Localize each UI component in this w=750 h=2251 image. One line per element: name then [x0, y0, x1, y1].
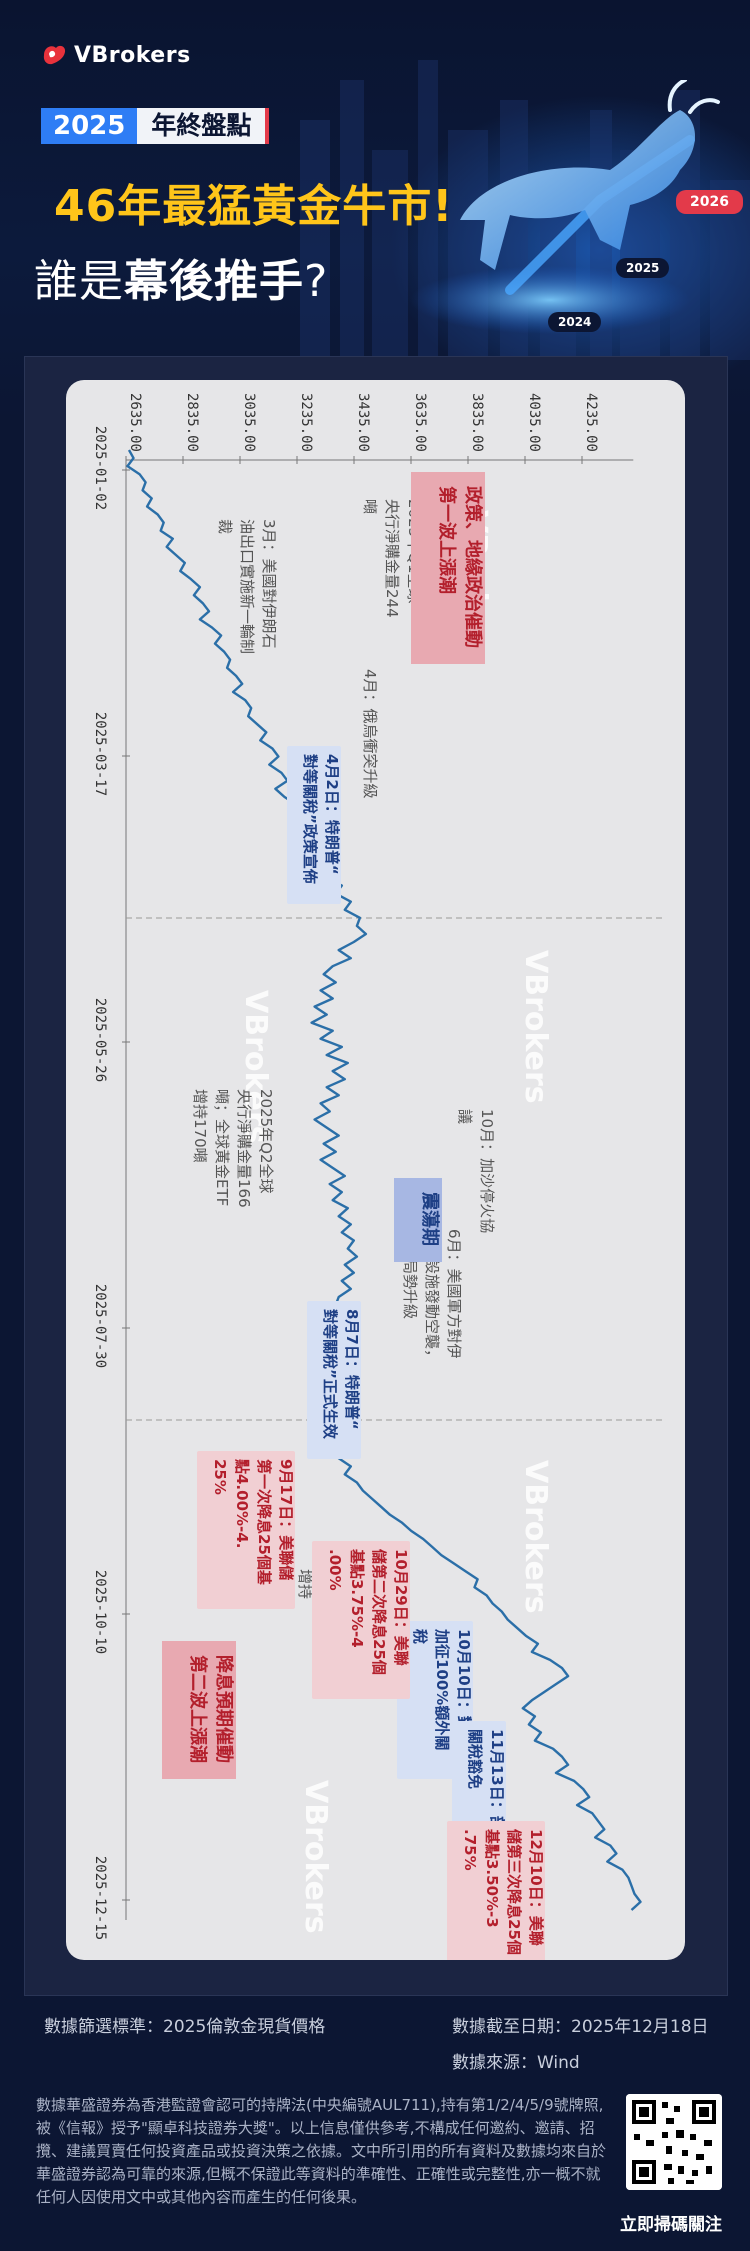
data-source: 數據來源：Wind: [452, 2053, 580, 2073]
annotation-text: 25%: [211, 1459, 229, 1495]
annotation-text: 11月13日：部分: [488, 1729, 506, 1846]
value-tick-label: 3435.00: [355, 393, 371, 452]
annotation-text: 噸；全球黃金ETF: [213, 1089, 231, 1206]
date-tick-label: 2025-05-26: [92, 998, 108, 1082]
annotation-text: 儲第三次降息25個: [505, 1829, 523, 1955]
annotation-text: 噸: [361, 499, 379, 514]
annotation-text: 增持: [296, 1569, 314, 1599]
annotation-text: .75%: [461, 1829, 479, 1871]
annotation-text: 朗核設施發動空襲，: [423, 1229, 441, 1364]
annotation-text: 4月：俄烏衝突升級: [361, 669, 379, 799]
year-tag: 2025 年終盤點: [41, 108, 270, 144]
annotation-box: [287, 746, 341, 904]
annotation-text: 9月17日：美聯儲: [277, 1459, 295, 1580]
phase-label: 降息預期催動: [213, 1655, 235, 1763]
headline-secondary: 誰是幕後推手?: [34, 256, 329, 307]
qr-code[interactable]: [626, 2094, 722, 2190]
annotation-text: 4月2日：特朗普“: [323, 754, 341, 875]
annotation-text: 點4.00%-4.: [233, 1459, 251, 1548]
brand-logo: VBrokers: [40, 40, 191, 70]
badge-2024: 2024: [548, 312, 602, 332]
watermark-logo: VBrokers: [238, 990, 273, 1144]
qr-label: 立即掃碼關注: [620, 2215, 722, 2235]
date-tick-label: 2025-12-15: [92, 1856, 108, 1940]
phase-box: [394, 1178, 442, 1262]
annotation-text: 3月：美國對伊朗石: [260, 519, 278, 649]
headline-primary: 46年最猛黃金牛市!: [54, 181, 454, 232]
value-tick-label: 3035.00: [241, 393, 257, 452]
crystal-bull-illustration: [410, 80, 720, 334]
annotation-text: 基點3.75%-4: [348, 1548, 366, 1648]
annotation-text: 稅: [411, 1629, 429, 1645]
annotation-text: 12月10日：美聯: [527, 1829, 545, 1946]
annotation-text: 10月：加沙停火協: [478, 1109, 496, 1233]
phase-label: 第二波上漲潮: [187, 1655, 209, 1763]
date-tick-label: 2025-07-30: [92, 1284, 108, 1368]
phase-box: [162, 1641, 236, 1779]
disclaimer: 數據華盛證券為香港監證會認可的持牌法(中央編號AUL711),持有第1/2/4/…: [36, 2096, 607, 2206]
annotation-text: 對等關稅”政策宣佈: [301, 754, 319, 884]
gold-price-chart: 2635.00 2835.00 3035.00 3235.00 3435.00 3635.…: [92, 393, 666, 1960]
annotation-text: 裁: [216, 519, 234, 534]
value-tick-label: 4235.00: [583, 393, 599, 452]
annotation-text: 議: [456, 1109, 474, 1124]
annotation-text: 8月7日：特朗普“: [343, 1309, 361, 1430]
watermark-logo: VBrokers: [518, 950, 553, 1104]
date-tick-label: 2025-03-17: [92, 712, 108, 796]
annotation-text: 央行淨購金量166: [235, 1089, 253, 1208]
value-tick-label: 4035.00: [526, 393, 542, 452]
annotation-text: 油出口實施新一輪制: [238, 519, 256, 654]
value-tick-label: 3835.00: [469, 393, 485, 452]
annotation-text: 第一次降息25個基: [255, 1459, 273, 1586]
data-criteria: 數據篩選標準：2025倫敦金現貨價格: [44, 2017, 326, 2037]
phase-label: 第一波上漲潮: [436, 486, 458, 594]
value-tick-label: 3635.00: [412, 393, 428, 452]
annotation-box: [447, 1821, 545, 1960]
badge-2026: 2026: [676, 190, 743, 214]
brand-name: VBrokers: [74, 42, 191, 68]
annotation-text: 儲第二次降息25個: [370, 1549, 388, 1675]
gold-price-series: [126, 449, 642, 1911]
watermark-logo: VBrokers: [518, 1460, 553, 1614]
annotation-text: 央行淨購金量244: [383, 499, 401, 618]
annotation-text: 2025年Q2全球: [257, 1089, 275, 1194]
annotation-box: [312, 1541, 410, 1699]
year-label: 年終盤點: [137, 108, 270, 144]
annotation-text: 10月29日：美聯: [392, 1549, 410, 1666]
phase-box: [411, 472, 485, 664]
year-number: 2025: [41, 108, 138, 144]
annotation-text: 增持170噸: [191, 1089, 209, 1163]
annotation-text: .00%: [326, 1549, 344, 1591]
annotation-text: 10月10日：對華: [455, 1629, 473, 1746]
annotation-box: [307, 1301, 361, 1459]
date-tick-label: 2025-10-10: [92, 1570, 108, 1654]
value-tick-label: 2635.00: [127, 393, 143, 452]
annotation-text: 加征100%額外關: [433, 1628, 451, 1750]
annotation-text: 對等關稅”正式生效: [321, 1309, 339, 1440]
annotation-box: [197, 1451, 295, 1609]
logo-icon: [43, 45, 66, 65]
phase-label: 政策、地緣政治催動: [462, 486, 484, 648]
phase-label: 震蕩期: [419, 1192, 440, 1246]
date-tick-label: 2025-01-02: [92, 426, 108, 510]
annotation-text: 基點3.50%-3: [483, 1828, 501, 1928]
badge-2025: 2025: [616, 258, 670, 278]
value-tick-label: 3235.00: [298, 393, 314, 452]
annotation-text: 關稅豁免: [466, 1729, 484, 1789]
value-tick-label: 2835.00: [184, 393, 200, 452]
watermark-logo: VBrokers: [298, 1780, 333, 1934]
data-as-of: 數據截至日期：2025年12月18日: [452, 2017, 709, 2037]
annotation-text: 6月：美國軍方對伊: [445, 1229, 463, 1359]
